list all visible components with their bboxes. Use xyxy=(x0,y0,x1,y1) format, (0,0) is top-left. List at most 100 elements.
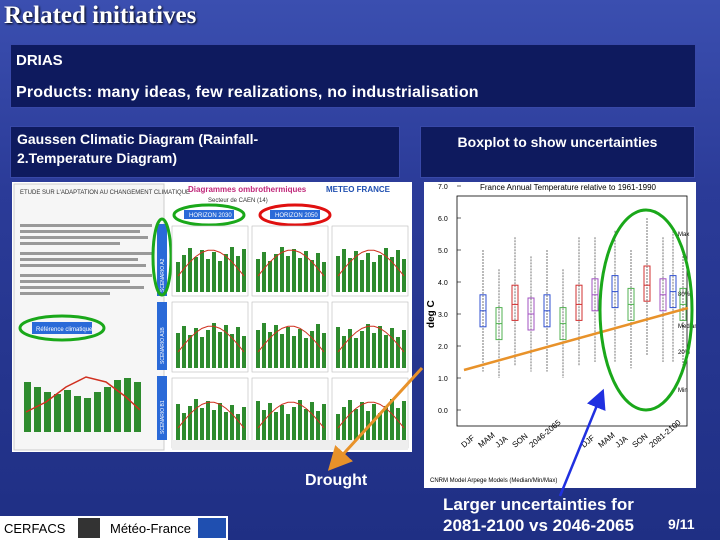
rain-bar xyxy=(378,326,382,368)
rain-bar xyxy=(384,248,388,292)
temp-line xyxy=(177,249,245,277)
rain-bar xyxy=(396,408,400,444)
y-tick-label: 5.0 xyxy=(438,248,448,255)
temp-line xyxy=(257,249,325,277)
rain-bar xyxy=(218,332,222,368)
rain-bar xyxy=(218,403,222,444)
rain-bar xyxy=(230,247,234,292)
boxplot-frame xyxy=(456,195,688,427)
rain-bar xyxy=(390,328,394,368)
rain-bar xyxy=(206,401,210,444)
rain-bar xyxy=(322,262,326,292)
reference-green-circle xyxy=(18,314,106,342)
reference-temp-line xyxy=(25,376,141,413)
reference-label: Référence climatique xyxy=(36,327,93,333)
cerfacs-logo-icon xyxy=(78,518,100,538)
box xyxy=(669,230,677,362)
drought-arrow xyxy=(327,366,424,471)
rain-bar xyxy=(286,256,290,292)
rain-bar xyxy=(176,262,180,292)
rain-bar xyxy=(292,249,296,292)
rain-bar xyxy=(360,260,364,292)
rain-bar xyxy=(384,335,388,368)
horizon-2030-label: HORIZON 2030 xyxy=(189,213,232,219)
rain-bar xyxy=(256,401,260,444)
rain-bar xyxy=(354,251,358,292)
rain-bar xyxy=(224,412,228,444)
box xyxy=(627,250,635,369)
horizon-2030-badge xyxy=(184,210,234,219)
y-tick-label: 0.0 xyxy=(438,408,448,415)
temp-line xyxy=(257,325,325,353)
y-tick-label: 7.0 xyxy=(438,184,448,191)
rain-bar xyxy=(336,327,340,368)
rain-bar xyxy=(378,255,382,292)
rain-bar xyxy=(280,334,284,368)
y-axis-label: deg C xyxy=(426,300,437,328)
rain-bar xyxy=(354,338,358,368)
rain-bar xyxy=(236,256,240,292)
temp-line xyxy=(337,401,405,429)
rain-bar xyxy=(298,329,302,368)
rain-bar xyxy=(274,325,278,368)
rain-bar xyxy=(200,250,204,292)
rain-bar xyxy=(236,327,240,368)
scenario-a2-badge xyxy=(157,224,167,296)
gaussen-diagram-svg: ETUDE SUR L'ADAPTATION AU CHANGEMENT CLI… xyxy=(12,182,412,452)
gaussen-panel xyxy=(331,301,409,373)
box xyxy=(575,237,583,366)
larger-line1: Larger uncertainties for xyxy=(443,495,634,514)
horizon-2050-badge xyxy=(270,210,320,219)
rain-bar xyxy=(176,333,180,368)
reference-badge xyxy=(32,322,92,334)
rain-bar xyxy=(396,250,400,292)
rain-bar xyxy=(372,262,376,292)
rain-bar xyxy=(194,257,198,292)
rain-bar xyxy=(322,404,326,444)
boxplot-svg: France Annual Temperature relative to 19… xyxy=(424,182,696,488)
rain-bar xyxy=(200,408,204,444)
left-caption-line2: 2.Temperature Diagram) xyxy=(17,150,178,166)
rain-bar xyxy=(262,252,266,292)
gaussen-panel xyxy=(171,225,249,297)
sector-label: Secteur de CAEN (14) xyxy=(208,198,268,204)
orange-trend-line xyxy=(463,306,689,372)
right-label: 20% xyxy=(678,350,691,356)
rain-bar xyxy=(242,407,246,444)
meteo-france-logo-icon xyxy=(198,518,226,538)
rain-bar xyxy=(402,330,406,368)
box xyxy=(643,218,651,356)
rain-bar xyxy=(342,336,346,368)
meteo-france-label: Météo-France xyxy=(110,521,191,536)
right-caption-box: Boxplot to show uncertainties xyxy=(420,126,695,178)
right-label: Min xyxy=(678,388,688,394)
rain-bar xyxy=(206,330,210,368)
rain-bar xyxy=(384,406,388,444)
rain-bar xyxy=(274,254,278,292)
gaussen-diagram-figure: ETUDE SUR L'ADAPTATION AU CHANGEMENT CLI… xyxy=(12,182,412,452)
temp-line xyxy=(257,401,325,429)
rain-bar xyxy=(396,337,400,368)
rain-bar xyxy=(366,253,370,292)
rain-bar xyxy=(292,407,296,444)
y-tick-label: 1.0 xyxy=(438,376,448,383)
right-label: 80% xyxy=(678,292,691,298)
rain-bar xyxy=(378,413,382,444)
scenario-a1b-badge xyxy=(157,302,167,370)
rain-bar xyxy=(194,328,198,368)
rain-bar xyxy=(298,258,302,292)
scenario-b1-badge xyxy=(157,376,167,440)
y-tick-label: 3.0 xyxy=(438,312,448,319)
rain-bar xyxy=(336,256,340,292)
scenario-a2-green-circle xyxy=(151,217,173,297)
rain-bar xyxy=(402,401,406,444)
rain-bar xyxy=(188,335,192,368)
rain-bar xyxy=(310,260,314,292)
rain-bar xyxy=(292,336,296,368)
larger-line2: 2081-2100 vs 2046-2065 xyxy=(443,516,634,535)
rain-bar xyxy=(354,409,358,444)
gaussen-panel xyxy=(251,301,329,373)
rain-bar xyxy=(236,414,240,444)
y-tick-label: 4.0 xyxy=(438,280,448,287)
